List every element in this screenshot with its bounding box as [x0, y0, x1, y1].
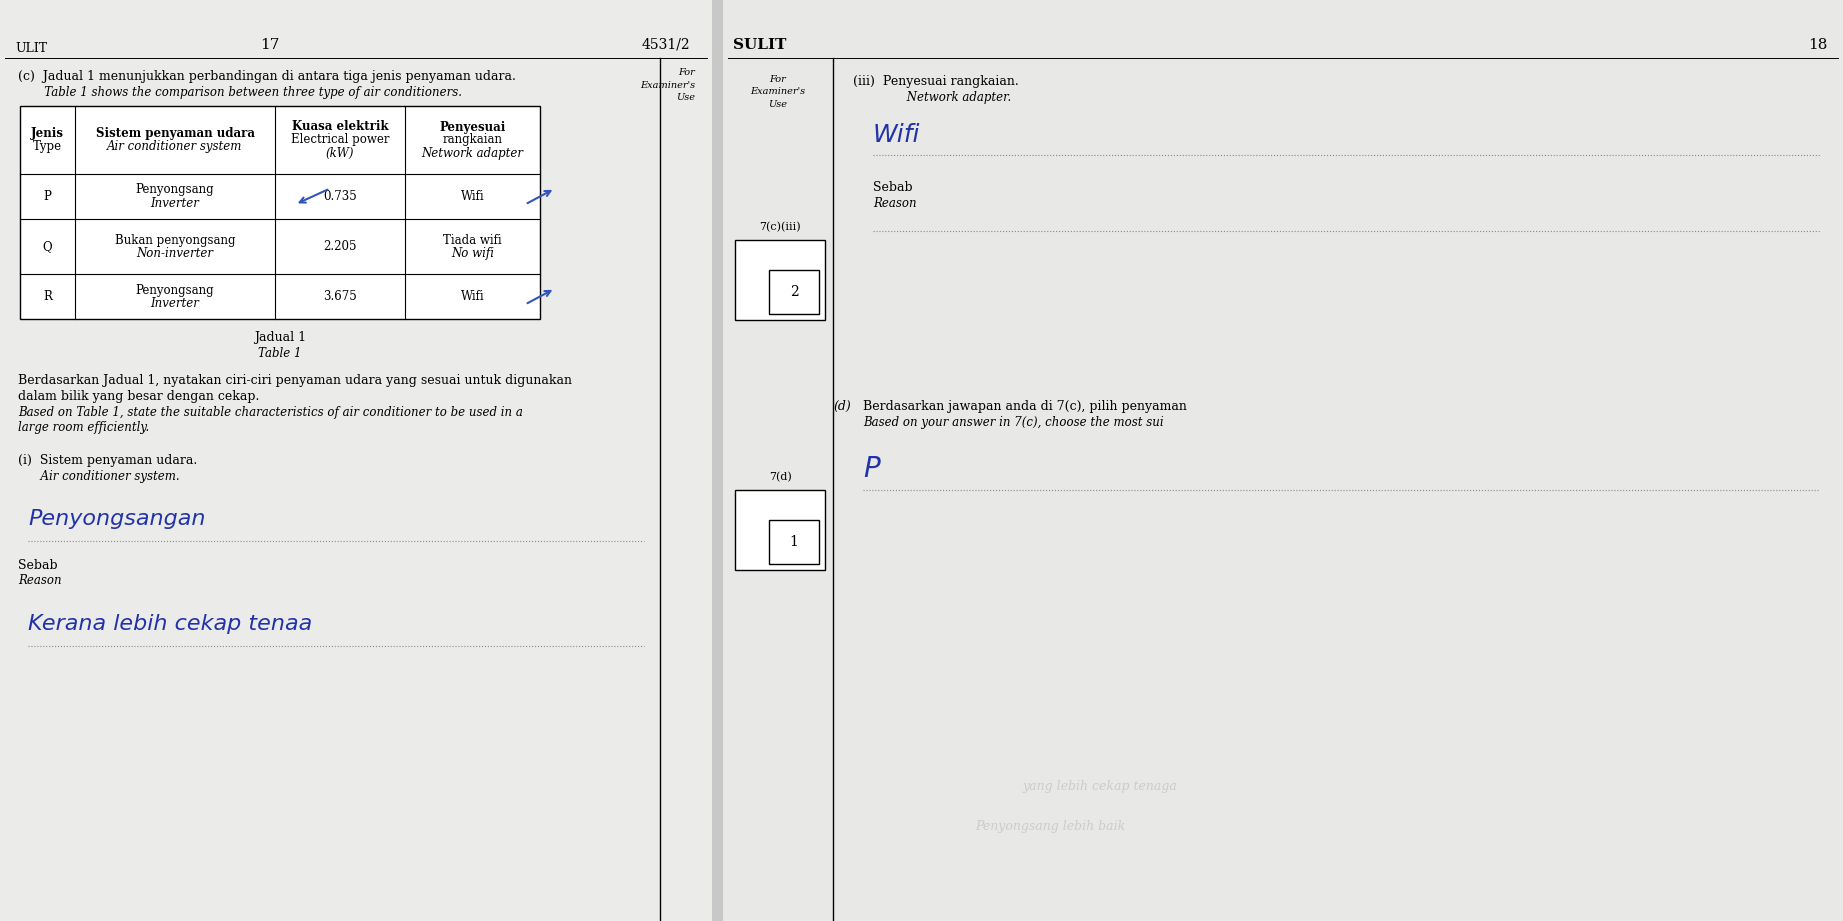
Text: Type: Type [33, 140, 63, 153]
Text: Penyongsang: Penyongsang [136, 183, 214, 196]
Text: Wifi: Wifi [874, 123, 920, 147]
Text: Air conditioner system.: Air conditioner system. [18, 470, 179, 483]
Text: Table 1 shows the comparison between three type of air conditioners.: Table 1 shows the comparison between thr… [18, 86, 463, 99]
Bar [722, 0, 1843, 921]
Text: Jadual 1: Jadual 1 [254, 331, 306, 344]
Text: Reason: Reason [18, 574, 61, 587]
Text: P: P [863, 455, 879, 483]
Text: Kuasa elektrik: Kuasa elektrik [291, 121, 389, 134]
Text: Penyongsangan: Penyongsangan [28, 509, 206, 529]
Text: Tiada wifi: Tiada wifi [442, 234, 501, 247]
Text: Table 1: Table 1 [258, 347, 302, 360]
Text: Electrical power: Electrical power [291, 134, 389, 146]
Text: (i)  Sistem penyaman udara.: (i) Sistem penyaman udara. [18, 454, 197, 467]
Text: dalam bilik yang besar dengan cekap.: dalam bilik yang besar dengan cekap. [18, 390, 260, 403]
Text: Based on your answer in 7(c), choose the most sui: Based on your answer in 7(c), choose the… [863, 416, 1163, 429]
Text: No wifi: No wifi [452, 247, 494, 260]
Text: For
Examiner's
Use: For Examiner's Use [750, 75, 805, 109]
Text: Penyesuai: Penyesuai [439, 121, 505, 134]
Text: yang lebih cekap tenaga: yang lebih cekap tenaga [1023, 780, 1178, 793]
Text: 4531/2: 4531/2 [641, 38, 689, 52]
Text: P: P [44, 190, 52, 203]
Bar [20, 106, 540, 319]
Text: Inverter: Inverter [151, 196, 199, 209]
Bar [0, 0, 711, 921]
Text: rangkaian: rangkaian [442, 134, 503, 146]
Text: Sebab: Sebab [18, 559, 57, 572]
Text: 2: 2 [789, 286, 798, 299]
Text: Based on Table 1, state the suitable characteristics of air conditioner to be us: Based on Table 1, state the suitable cha… [18, 406, 523, 419]
Text: Sistem penyaman udara: Sistem penyaman udara [96, 127, 254, 140]
Text: 18: 18 [1808, 38, 1828, 52]
Text: (kW): (kW) [326, 146, 354, 159]
Text: Sebab: Sebab [874, 181, 912, 194]
Text: Non-inverter: Non-inverter [136, 247, 214, 260]
Text: 7(d): 7(d) [769, 472, 791, 482]
Text: Reason: Reason [874, 197, 916, 210]
Text: Penyongsang lebih baik: Penyongsang lebih baik [975, 820, 1124, 833]
Text: Berdasarkan jawapan anda di 7(c), pilih penyaman: Berdasarkan jawapan anda di 7(c), pilih … [863, 400, 1187, 413]
Text: large room efficiently.: large room efficiently. [18, 421, 149, 434]
Text: 17: 17 [260, 38, 280, 52]
Text: (d): (d) [833, 400, 851, 413]
Text: ULIT: ULIT [15, 42, 48, 55]
Text: Berdasarkan Jadual 1, nyatakan ciri-ciri penyaman udara yang sesuai untuk diguna: Berdasarkan Jadual 1, nyatakan ciri-ciri… [18, 374, 571, 387]
Text: Kerana lebih cekap tenaa: Kerana lebih cekap tenaa [28, 614, 311, 634]
Text: Wifi: Wifi [461, 290, 485, 303]
Text: Air conditioner system: Air conditioner system [107, 140, 243, 153]
Text: Network adapter.: Network adapter. [874, 91, 1012, 104]
Text: (c)  Jadual 1 menunjukkan perbandingan di antara tiga jenis penyaman udara.: (c) Jadual 1 menunjukkan perbandingan di… [18, 70, 516, 83]
Text: 1: 1 [789, 535, 798, 550]
Text: R: R [42, 290, 52, 303]
Text: Jenis: Jenis [31, 127, 65, 140]
Text: 0.735: 0.735 [323, 190, 358, 203]
Bar [769, 271, 818, 314]
Bar [735, 490, 826, 570]
Text: 7(c)(iii): 7(c)(iii) [759, 222, 802, 232]
Text: Bukan penyongsang: Bukan penyongsang [114, 234, 236, 247]
Text: Q: Q [42, 240, 52, 253]
Text: Penyongsang: Penyongsang [136, 284, 214, 297]
Text: 2.205: 2.205 [323, 240, 358, 253]
Text: Wifi: Wifi [461, 190, 485, 203]
Text: For
Examiner's
Use: For Examiner's Use [640, 68, 695, 102]
Text: SULIT: SULIT [734, 38, 787, 52]
Text: (iii)  Penyesuai rangkaian.: (iii) Penyesuai rangkaian. [853, 75, 1019, 88]
Bar [769, 520, 818, 565]
Text: Inverter: Inverter [151, 297, 199, 309]
Text: Network adapter: Network adapter [422, 146, 523, 159]
Bar [735, 240, 826, 320]
Text: 3.675: 3.675 [323, 290, 358, 303]
